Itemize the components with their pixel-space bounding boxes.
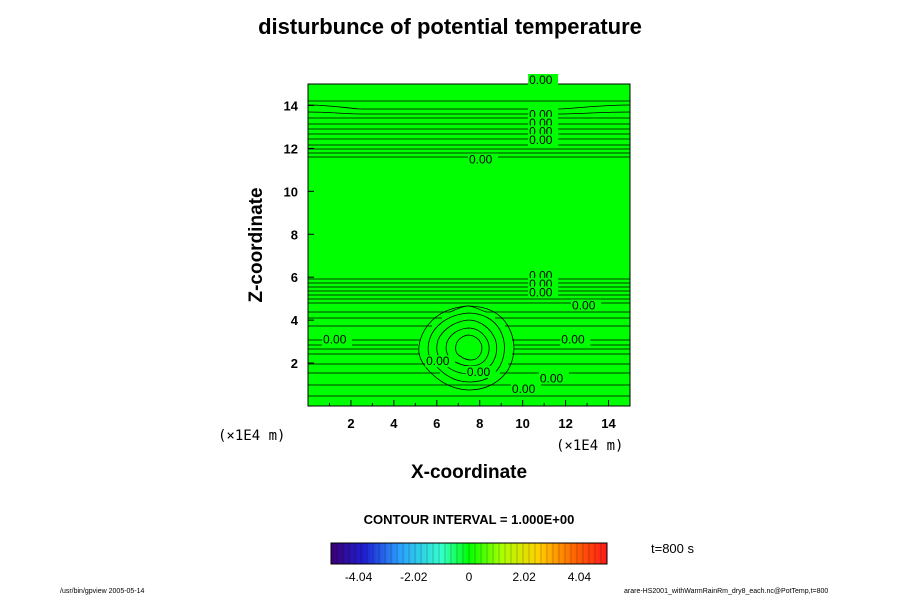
contour-label: 0.00 — [529, 286, 553, 300]
colorbar-tick-label: -2.02 — [400, 570, 428, 584]
x-tick-label: 12 — [558, 416, 572, 431]
contour-label-bg — [468, 153, 498, 166]
contour-line — [427, 312, 505, 383]
colorbar-tick-label: 0 — [465, 570, 473, 584]
contour-label: 0.00 — [323, 333, 347, 347]
contour-line — [308, 104, 630, 110]
y-axis-title: Z-coordinate — [246, 187, 267, 302]
y-axis: 2 4 6 8 10 12 14 — [284, 98, 314, 371]
contour-label: 0.00 — [469, 152, 493, 166]
x-tick-label: 8 — [476, 416, 483, 431]
contour-label-bg — [528, 134, 559, 147]
x-tick-label: 10 — [515, 416, 529, 431]
y-tick-label: 6 — [291, 270, 298, 285]
contour-lines — [308, 100, 630, 397]
contour-label: 0.00 — [540, 371, 564, 385]
contour-label-bg — [571, 299, 602, 312]
contour-line — [308, 111, 630, 115]
contour-label-bg — [322, 333, 353, 346]
colorbar-tick-label: -4.04 — [344, 570, 373, 584]
contour-interval-label: CONTOUR INTERVAL = 1.000E+00 — [363, 512, 575, 527]
contour-label: 0.00 — [512, 382, 536, 396]
contour-label-bg — [528, 74, 559, 86]
x-tick-label: 4 — [390, 416, 398, 431]
x-tick-label: 6 — [433, 416, 440, 431]
contour-label: 0.00 — [529, 133, 553, 147]
colorbar-tick-label: 2.02 — [512, 570, 536, 584]
contour-labels: 0.00 0.00 0.00 0.00 0.00 0.00 0.00 0.00 0.00 0.00… — [322, 73, 602, 396]
y-tick-label: 10 — [284, 184, 298, 199]
contour-label: 0.00 — [426, 354, 450, 368]
contour-label-bg — [528, 286, 559, 299]
contour-label-bg — [510, 383, 541, 396]
contour-label-bg — [425, 355, 456, 368]
contour-label-bg — [560, 333, 591, 346]
plot-frame — [307, 83, 631, 407]
colorbar-tick-label: 4.04 — [567, 570, 592, 584]
contour-label-bg — [465, 365, 496, 378]
time-label: t=800 s — [651, 541, 695, 556]
contour-label: 0.00 — [467, 365, 491, 379]
contour-label: 0.00 — [529, 73, 553, 87]
contour-label: 0.00 — [572, 298, 596, 312]
footer-source: arare-HS2001_withWarmRainRm_dry8_each.nc… — [624, 588, 829, 595]
z-unit-label: (×1E4 m) — [218, 428, 285, 444]
contour-label-bg — [538, 372, 569, 385]
x-axis-title: X-coordinate — [411, 462, 527, 483]
y-tick-label: 14 — [284, 98, 299, 113]
chart-title: disturbunce of potential temperature — [258, 14, 642, 39]
footer-command: /usr/bin/gpview 2005-05-14 — [60, 588, 145, 595]
contour-line — [455, 334, 483, 361]
contour-label: 0.00 — [561, 333, 585, 347]
y-tick-label: 2 — [291, 356, 298, 371]
x-tick-label: 14 — [601, 416, 616, 431]
y-tick-label: 12 — [284, 141, 298, 156]
x-unit-label: (×1E4 m) — [556, 438, 623, 454]
contour-fill — [308, 84, 630, 406]
contour-line — [418, 305, 515, 391]
y-tick-label: 8 — [291, 227, 298, 242]
x-tick-label: 2 — [347, 416, 354, 431]
contour-label-bg — [528, 125, 559, 138]
y-tick-label: 4 — [291, 313, 299, 328]
x-axis: 2 4 6 8 10 12 14 — [328, 400, 617, 431]
